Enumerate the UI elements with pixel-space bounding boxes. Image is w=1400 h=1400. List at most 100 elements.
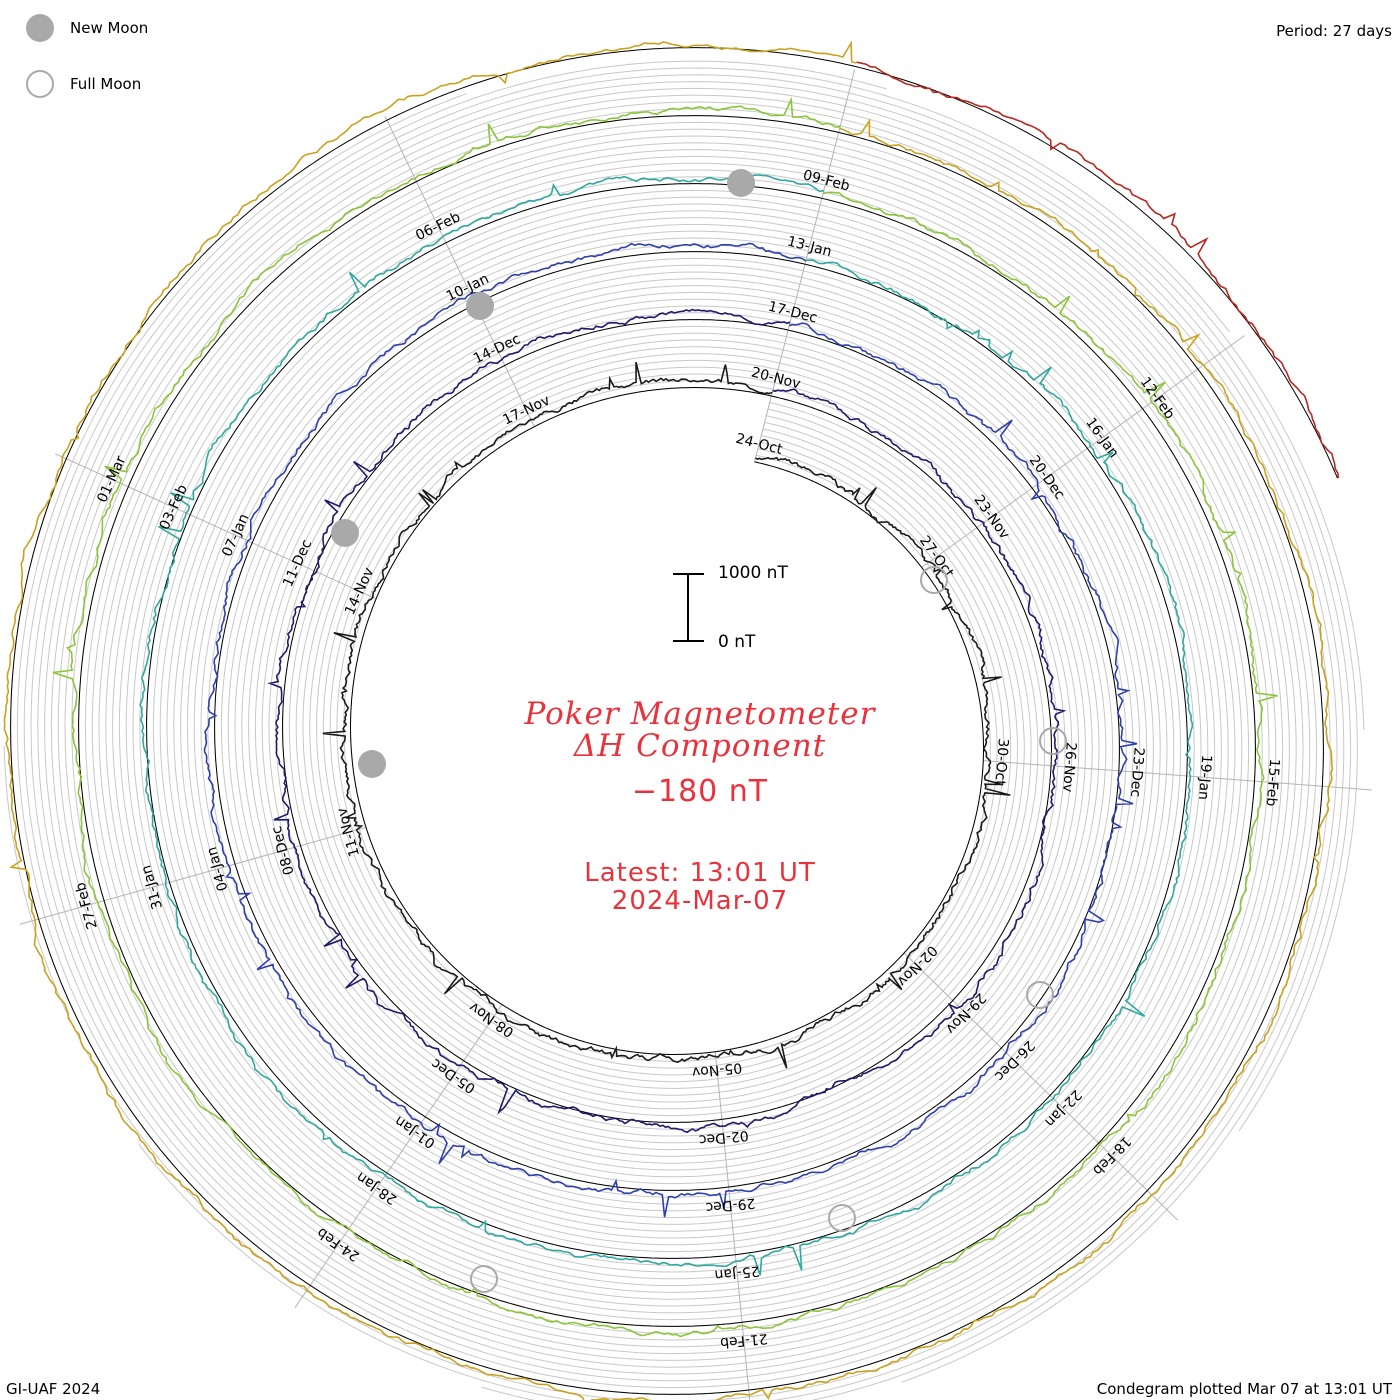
trace-turn-5 bbox=[52, 96, 1278, 1338]
date-label: 30-Oct bbox=[991, 738, 1011, 787]
latest-time: Latest: 13:01 UT bbox=[584, 858, 816, 888]
date-spoke bbox=[983, 760, 1373, 791]
grid-ring bbox=[850, 85, 1230, 333]
trace-turn-6 bbox=[3, 40, 1334, 1400]
legend-full-moon: Full Moon bbox=[26, 70, 141, 98]
trace-turn-2 bbox=[267, 308, 1067, 1134]
current-value: −180 nT bbox=[631, 774, 769, 809]
full-moon-icon bbox=[26, 70, 54, 98]
grid-ring bbox=[322, 359, 1012, 1083]
date-label: 19-Jan bbox=[1195, 754, 1214, 800]
grid-ring bbox=[248, 285, 1086, 1157]
baseline-turn-1 bbox=[350, 387, 984, 1055]
grid-ring bbox=[50, 87, 1284, 1355]
grid-ring bbox=[3, 125, 1331, 1400]
date-spoke bbox=[55, 453, 377, 600]
grid-ring bbox=[309, 346, 1025, 1096]
grid-ring bbox=[336, 373, 998, 1069]
date-spoke bbox=[714, 1051, 751, 1400]
new-moon-icon bbox=[26, 14, 54, 42]
grid-ring bbox=[112, 149, 1222, 1293]
full-moon-marker bbox=[828, 1204, 856, 1232]
credit-label: GI-UAF 2024 bbox=[6, 1380, 101, 1398]
grid-ring bbox=[91, 128, 1243, 1314]
chart-title: Poker Magnetometer bbox=[524, 696, 876, 732]
grid-ring bbox=[118, 155, 1216, 1287]
grid-ring bbox=[846, 99, 1358, 1132]
grid-ring bbox=[254, 291, 1080, 1151]
grid-ring bbox=[44, 81, 1290, 1361]
date-label: 24-Oct bbox=[734, 431, 784, 458]
grid-ring bbox=[57, 94, 1277, 1348]
grid-ring bbox=[261, 298, 1073, 1144]
baseline-turn-6 bbox=[10, 47, 1324, 1395]
date-spoke bbox=[921, 335, 1245, 568]
grid-ring bbox=[64, 101, 1270, 1341]
date-spoke bbox=[19, 826, 367, 925]
grid-ring bbox=[37, 74, 1297, 1368]
grid-ring bbox=[166, 203, 1168, 1239]
trace-turn-4 bbox=[139, 174, 1194, 1276]
trace-turn-7 bbox=[856, 61, 1340, 479]
full-moon-marker bbox=[920, 566, 948, 594]
full-moon-marker bbox=[470, 1265, 498, 1293]
new-moon-marker bbox=[466, 292, 494, 320]
date-label: 23-Dec bbox=[1127, 747, 1147, 798]
grid-ring bbox=[343, 380, 991, 1062]
grid-ring bbox=[193, 230, 1141, 1212]
grid-ring bbox=[302, 339, 1032, 1103]
baseline-turn-4 bbox=[146, 183, 1188, 1259]
grid-ring bbox=[132, 169, 1202, 1273]
date-spokes bbox=[19, 69, 1373, 1400]
legend-new-moon: New Moon bbox=[26, 14, 148, 42]
trace-turn-3 bbox=[203, 242, 1138, 1218]
full-moon-marker bbox=[1039, 727, 1067, 755]
grid-ring bbox=[234, 271, 1100, 1171]
grid-ring bbox=[200, 237, 1134, 1205]
date-spoke bbox=[294, 1004, 503, 1309]
grid-ring bbox=[316, 353, 1018, 1090]
date-label: 25-Jan bbox=[714, 1262, 761, 1282]
grid-ring bbox=[98, 135, 1236, 1307]
new-moon-marker bbox=[331, 519, 359, 547]
scale-top-label: 1000 nT bbox=[718, 563, 788, 583]
grid-ring bbox=[159, 196, 1175, 1246]
grid-ring bbox=[105, 142, 1229, 1300]
magnetometer-traces bbox=[3, 40, 1340, 1400]
grid-ring bbox=[851, 79, 887, 90]
period-label: Period: 27 days bbox=[1276, 22, 1392, 40]
grid-ring bbox=[23, 60, 1311, 1382]
date-label: 15-Feb bbox=[1263, 758, 1283, 807]
baseline-turn-7 bbox=[855, 66, 1338, 479]
grid-ring bbox=[138, 118, 1338, 1400]
date-label: 21-Feb bbox=[719, 1330, 768, 1351]
baseline-turn-3 bbox=[214, 251, 1120, 1191]
date-label: 05-Dec bbox=[428, 1055, 478, 1096]
date-label: 29-Dec bbox=[705, 1194, 756, 1215]
chart-subtitle: ΔH Component bbox=[573, 728, 827, 764]
grid-ring bbox=[180, 217, 1154, 1225]
grid-ring bbox=[481, 112, 1345, 1400]
legend-full-moon-label: Full Moon bbox=[70, 75, 142, 93]
baseline-turn-5 bbox=[78, 115, 1256, 1327]
date-label: 26-Nov bbox=[1059, 741, 1079, 792]
date-spoke bbox=[903, 952, 1178, 1221]
full-moon-marker bbox=[1026, 981, 1054, 1009]
grid-ring bbox=[173, 210, 1161, 1232]
grid-ring bbox=[30, 67, 1304, 1375]
new-moon-marker bbox=[358, 750, 386, 778]
grid-ring bbox=[16, 93, 1318, 1389]
grid-ring bbox=[84, 121, 1250, 1321]
grid-ring bbox=[848, 92, 1365, 731]
date-label: 07-Jan bbox=[219, 511, 252, 559]
date-spoke bbox=[384, 115, 535, 427]
grid-ring bbox=[295, 332, 1039, 1110]
legend-new-moon-label: New Moon bbox=[70, 19, 149, 37]
latest-date: 2024-Mar-07 bbox=[611, 886, 789, 916]
date-label: 20-Dec bbox=[1026, 453, 1068, 503]
grid-ring bbox=[329, 366, 1005, 1076]
date-label: 02-Dec bbox=[698, 1127, 749, 1148]
grid-ring bbox=[241, 278, 1093, 1164]
moon-phase-markers bbox=[331, 169, 1067, 1293]
